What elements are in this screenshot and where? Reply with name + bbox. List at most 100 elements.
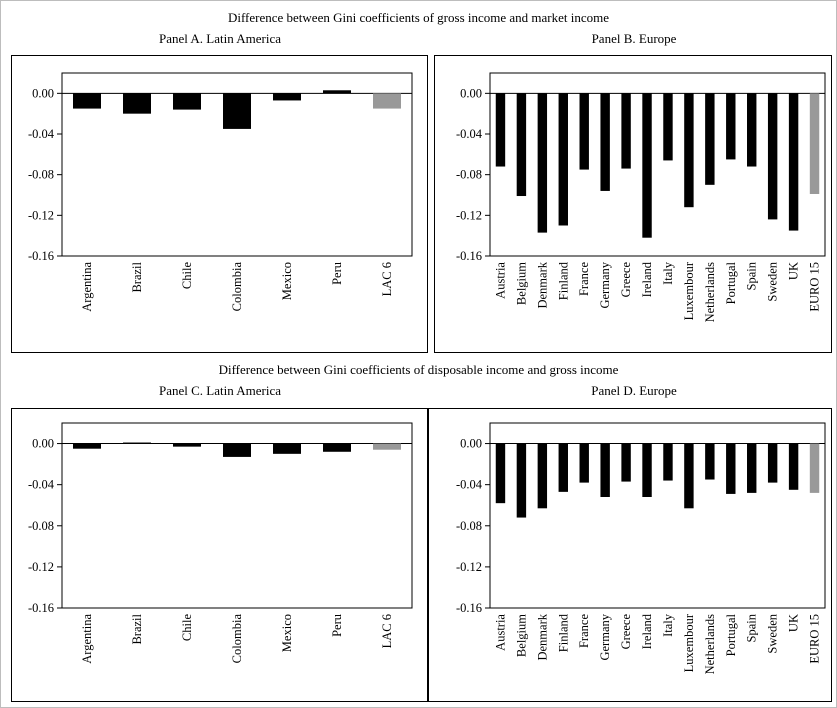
panel-a-bar xyxy=(223,93,251,129)
panel-b-bar xyxy=(495,93,506,167)
panel-d-category-label: Sweden xyxy=(766,613,780,653)
panel-d-bar xyxy=(495,443,506,504)
panel-d-bar xyxy=(663,443,673,481)
panel-d-bar xyxy=(684,443,694,509)
panel-b-bar xyxy=(537,93,548,233)
panel-b-category-label: Portugal xyxy=(724,261,738,304)
panel-b-y-tick-label: -0.12 xyxy=(456,208,482,222)
panel-a-category-label: LAC 6 xyxy=(380,262,394,296)
panel-b-title: Panel B. Europe xyxy=(591,31,677,46)
panel-b-bar xyxy=(705,93,715,185)
panel-b-bar xyxy=(684,93,694,208)
panel-b-category-label: France xyxy=(577,262,591,296)
panel-c-title: Panel C. Latin America xyxy=(158,383,282,398)
panel-a-category-label: Chile xyxy=(180,262,194,290)
panel-b-category-label: Belgium xyxy=(514,262,528,305)
panel-d-plot-area xyxy=(489,422,826,609)
panel-d-bar xyxy=(809,443,820,493)
panel-a-y-tick-label: -0.16 xyxy=(28,249,54,263)
panel-d-bar xyxy=(621,443,631,482)
panel-c-category-label: Chile xyxy=(180,614,194,642)
panel-a-bar xyxy=(273,93,301,101)
panel-b-category-label: Austria xyxy=(493,262,507,299)
panel-d-bar xyxy=(726,443,736,494)
panel-d-category-label: EURO 15 xyxy=(808,614,822,664)
panel-d-category-label: France xyxy=(577,614,591,648)
panel-d-category-label: Denmark xyxy=(535,613,549,660)
panel-b-category-label: EURO 15 xyxy=(808,262,822,312)
panel-b-bar xyxy=(516,93,527,197)
panel-a-chart: 0.00 -0.04 -0.08 -0.12 -0.16 Argentina Brazil C… xyxy=(28,72,413,312)
panel-d-category-label: Finland xyxy=(556,613,570,652)
panel-d-bar xyxy=(516,443,527,518)
panel-a-plot-area xyxy=(61,72,413,257)
panel-c-bar xyxy=(223,443,251,457)
panel-b-category-label: Sweden xyxy=(766,261,780,301)
panel-d-bar xyxy=(767,443,778,483)
panel-b-y-tick-label: -0.08 xyxy=(456,168,482,182)
panel-d-y-tick-label: -0.12 xyxy=(456,560,482,574)
panel-b-bar xyxy=(663,93,673,161)
panel-d-category-label: Netherlands xyxy=(703,614,717,675)
panel-c-category-label: Brazil xyxy=(130,613,144,644)
panel-a-bar xyxy=(73,93,101,109)
panel-c-y-tick-label: -0.12 xyxy=(28,560,54,574)
panel-b-chart: 0.00 -0.04 -0.08 -0.12 -0.16 Austria Belgium De… xyxy=(456,72,826,322)
panel-d-category-label: Belgium xyxy=(514,614,528,657)
panel-b-category-label: Denmark xyxy=(535,261,549,308)
panel-a-bar xyxy=(173,93,201,110)
panel-b-category-label: Finland xyxy=(556,261,570,300)
panel-d-category-label: Greece xyxy=(619,614,633,650)
panel-d-bar xyxy=(642,443,652,497)
panel-c-y-tick-label: -0.08 xyxy=(28,519,54,533)
panel-c-y-tick-label: -0.16 xyxy=(28,601,54,615)
panel-b-bar xyxy=(579,93,589,170)
panel-a-y-tick-label: -0.08 xyxy=(28,168,54,182)
panel-c-bar xyxy=(373,443,401,450)
panel-d-chart: 0.00 -0.04 -0.08 -0.12 -0.16 Austria Belgium De… xyxy=(456,422,826,675)
panel-b-y-tick-label: -0.16 xyxy=(456,249,482,263)
panel-b-bar xyxy=(621,93,631,169)
panel-b-bar xyxy=(788,93,799,231)
panel-a-category-label: Brazil xyxy=(130,261,144,292)
panel-d-category-label: Italy xyxy=(661,613,675,637)
panel-b-y-tick-label: 0.00 xyxy=(460,86,482,100)
panel-b-bar xyxy=(600,93,610,191)
panel-c-plot-area xyxy=(61,422,413,609)
panel-d-category-label: UK xyxy=(787,614,801,632)
panel-b-bar xyxy=(809,93,820,194)
panel-b-bar xyxy=(726,93,736,160)
panel-d-bar xyxy=(788,443,799,490)
panel-a-category-label: Mexico xyxy=(280,262,294,300)
panel-c-bar xyxy=(123,442,151,444)
panel-a-y-tick-label: -0.12 xyxy=(28,208,54,222)
panel-a-category-label: Argentina xyxy=(80,262,94,312)
panel-b-category-label: Luxembour xyxy=(682,261,696,320)
panel-c-category-label: Peru xyxy=(330,613,344,637)
panel-d-category-label: Luxembour xyxy=(682,613,696,672)
panel-c-frame xyxy=(11,408,428,702)
panel-d-y-tick-label: -0.08 xyxy=(456,519,482,533)
panel-d-title: Panel D. Europe xyxy=(591,383,677,398)
panel-c-chart: 0.00 -0.04 -0.08 -0.12 -0.16 Argentina Brazil C… xyxy=(28,422,413,664)
panel-a-title: Panel A. Latin America xyxy=(158,31,282,46)
bottom-section-title: Difference between Gini coefficients of … xyxy=(218,362,619,377)
panel-c-category-label: Argentina xyxy=(80,614,94,664)
top-section-title: Difference between Gini coefficients of … xyxy=(227,10,610,25)
panel-a-y-tick-label: 0.00 xyxy=(32,86,54,100)
panel-c-bar xyxy=(173,443,201,447)
panel-d-y-tick-label: 0.00 xyxy=(460,437,482,451)
panel-d-bar xyxy=(537,443,548,509)
panel-d-category-label: Ireland xyxy=(640,613,654,649)
panel-c-bar xyxy=(273,443,301,454)
panel-b-category-label: Italy xyxy=(661,261,675,285)
panel-d-bar xyxy=(558,443,568,492)
panel-d-bar xyxy=(705,443,715,480)
panel-d-bar xyxy=(600,443,610,497)
panel-d-y-tick-label: -0.04 xyxy=(456,478,483,492)
panel-b-bar xyxy=(558,93,568,226)
panel-b-bar xyxy=(642,93,652,238)
panel-d-category-label: Spain xyxy=(745,613,759,642)
panel-c-y-tick-label: -0.04 xyxy=(28,478,55,492)
panel-a-bar xyxy=(323,90,351,94)
